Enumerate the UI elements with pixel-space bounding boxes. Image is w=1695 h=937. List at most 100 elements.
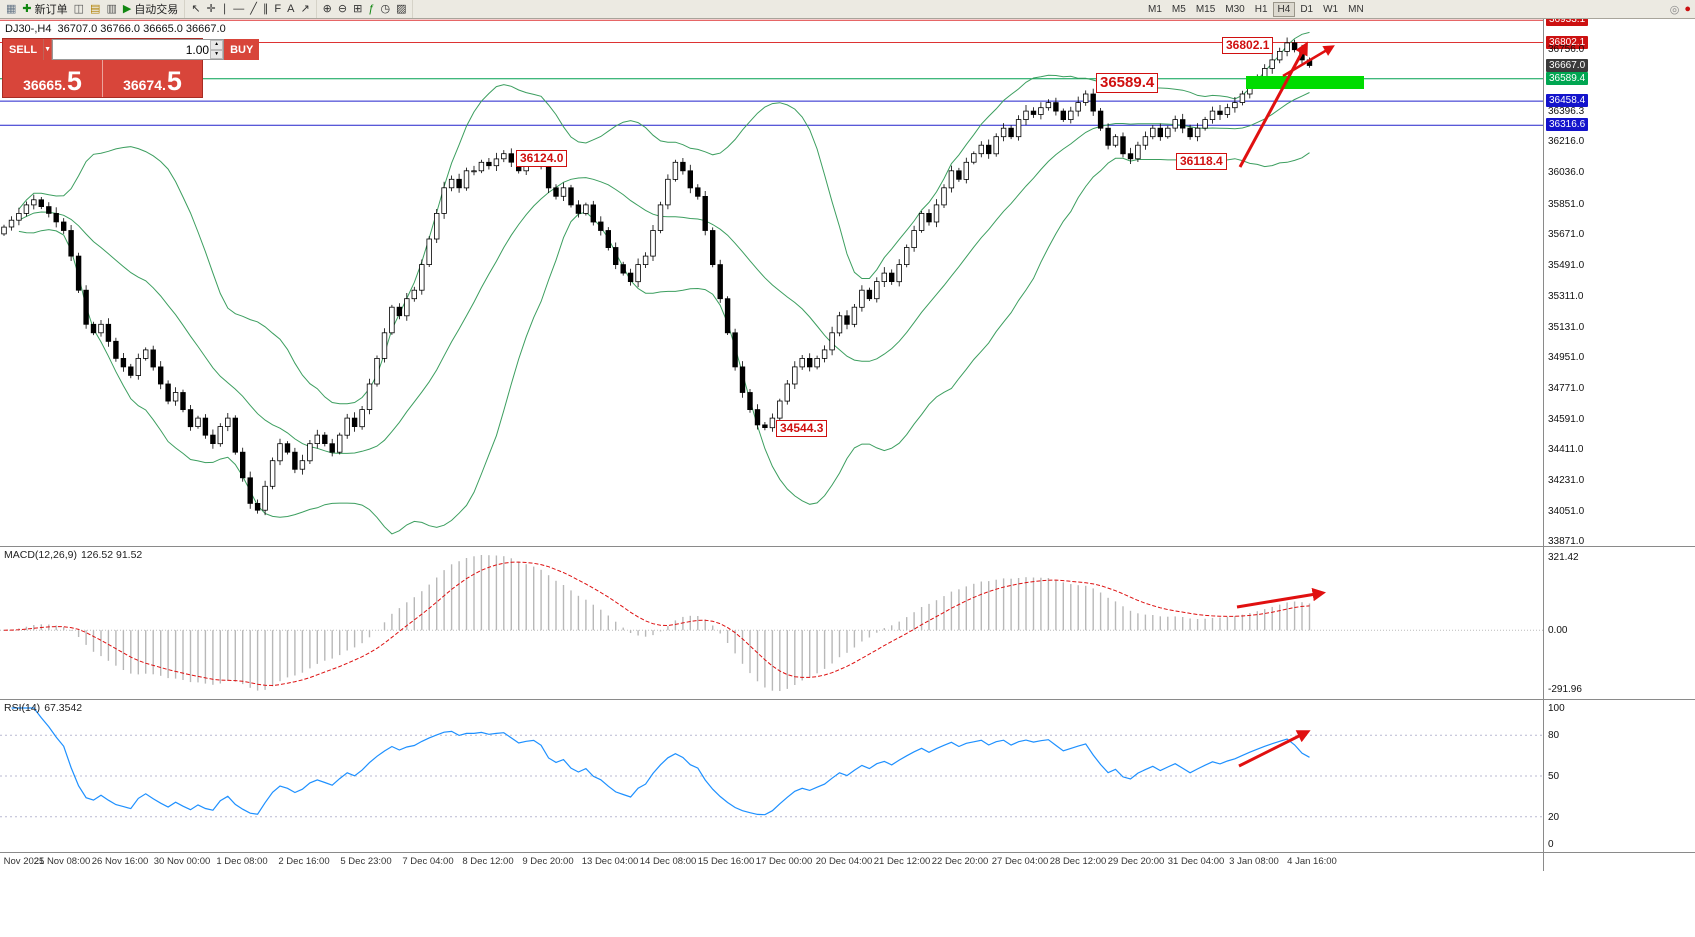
- vertical-line-button[interactable]: ∣: [219, 1, 231, 17]
- cursor-icon: ↖: [191, 2, 201, 15]
- indicators-icon: ƒ: [368, 2, 375, 15]
- timeframe-m15-button[interactable]: M15: [1191, 2, 1220, 17]
- time-axis[interactable]: Nov 2021 25 Nov 08:00 26 Nov 16:00 30 Nov 0…: [0, 853, 1543, 871]
- price-axis-label: 36667.0: [1546, 59, 1589, 72]
- record-icon[interactable]: ●: [1684, 3, 1691, 15]
- candlestick-chart[interactable]: [0, 19, 1543, 546]
- macd-histogram: [10, 555, 1311, 691]
- panel-separator[interactable]: [0, 699, 1695, 700]
- indicators-button[interactable]: ƒ: [365, 1, 377, 17]
- zoom-out-icon: ⊖: [337, 2, 348, 15]
- time-axis-label: 17 Dec 00:00: [755, 856, 813, 867]
- price-axis-label: 34051.0: [1548, 506, 1585, 517]
- vertical-line-icon: ∣: [221, 2, 228, 15]
- arrows-button[interactable]: ↗: [297, 1, 312, 17]
- price-axis-label: 36396.3: [1548, 106, 1585, 117]
- price-annotation[interactable]: 36589.4: [1096, 73, 1159, 93]
- timeframe-w1-button[interactable]: W1: [1318, 2, 1343, 17]
- price-axis-label: 34951.0: [1548, 352, 1585, 363]
- macd-panel[interactable]: MACD(12,26,9) 126.52 91.52: [0, 547, 1543, 699]
- symbol-label: DJ30-,H4: [5, 23, 52, 35]
- time-axis-label: 20 Dec 04:00: [815, 856, 873, 867]
- sell-price-display[interactable]: 36665. 5: [3, 60, 103, 97]
- macd-chart[interactable]: [0, 547, 1543, 699]
- charts-grid-button[interactable]: ◫: [71, 1, 87, 17]
- price-annotation[interactable]: 34544.3: [776, 420, 828, 437]
- timeframe-mn-button[interactable]: MN: [1343, 2, 1369, 17]
- timeframe-m5-button[interactable]: M5: [1167, 2, 1191, 17]
- trend-arrow[interactable]: [1238, 41, 1308, 168]
- rsi-panel[interactable]: RSI(14) 67.3542: [0, 700, 1543, 852]
- search-icon[interactable]: ◎: [1669, 3, 1680, 16]
- autotrading-button[interactable]: ▶ 自动交易: [120, 1, 181, 17]
- volume-decrease-button[interactable]: ▼: [210, 49, 224, 59]
- view-group: ⊕ ⊖ ⊞ ƒ ◷ ▨: [317, 0, 414, 18]
- price-annotation[interactable]: 36118.4: [1176, 153, 1227, 170]
- trendline-icon: ╱: [250, 2, 257, 15]
- timeframe-d1-button[interactable]: D1: [1295, 2, 1318, 17]
- periods-button[interactable]: ◷: [377, 1, 393, 17]
- navigator-icon: ▥: [106, 2, 117, 15]
- templates-button[interactable]: ▨: [393, 1, 409, 17]
- price-axis-label: 35851.0: [1548, 199, 1585, 210]
- order-type-dropdown[interactable]: ▼: [43, 39, 53, 60]
- trend-arrow[interactable]: [1282, 45, 1335, 78]
- macd-arrow[interactable]: [1236, 587, 1326, 609]
- timeframe-h4-button[interactable]: H4: [1272, 1, 1296, 17]
- timeframe-h1-button[interactable]: H1: [1250, 2, 1273, 17]
- chart-window-button[interactable]: ▦: [3, 1, 19, 17]
- fibonacci-icon: F: [274, 2, 282, 15]
- horizontal-line-icon: ―: [233, 2, 245, 15]
- rsi-axis-label: 50: [1548, 771, 1560, 782]
- price-annotation[interactable]: 36124.0: [516, 150, 568, 167]
- price-chart-panel[interactable]: DJ30-,H4 36707.0 36766.0 36665.0 36667.0 …: [0, 19, 1543, 546]
- sell-button[interactable]: SELL: [3, 39, 44, 60]
- price-axis[interactable]: 36933.1 36802.1 36756.0 36667.0 36589.4 36458…: [1544, 13, 1695, 871]
- timeframe-m30-button[interactable]: M30: [1220, 2, 1249, 17]
- trendline-button[interactable]: ╱: [247, 1, 260, 17]
- channel-button[interactable]: ∥: [260, 1, 272, 17]
- volume-field: ▲ ▼: [52, 39, 225, 60]
- time-axis-label: 1 Dec 08:00: [216, 856, 268, 867]
- volume-increase-button[interactable]: ▲: [210, 40, 224, 50]
- trade-widget-prices: 36665. 5 36674. 5: [3, 60, 202, 97]
- horizontal-lines[interactable]: [0, 19, 1543, 126]
- rsi-axis-label: 20: [1548, 812, 1560, 823]
- fibonacci-button[interactable]: F: [271, 1, 284, 17]
- volume-input[interactable]: [53, 40, 211, 59]
- profiles-icon: ▤: [90, 2, 101, 15]
- text-button[interactable]: A: [284, 1, 297, 17]
- new-order-button[interactable]: ✚ 新订单: [19, 1, 70, 17]
- timeframe-m1-button[interactable]: M1: [1143, 2, 1167, 17]
- zoom-in-button[interactable]: ⊕: [320, 1, 335, 17]
- tools-group: ↖ ✛ ∣ ― ╱ ∥ F A ↗: [185, 0, 317, 18]
- horizontal-line-button[interactable]: ―: [230, 1, 247, 17]
- price-int: 36665.: [23, 76, 66, 93]
- cursor-button[interactable]: ↖: [188, 1, 203, 17]
- price-axis-label: 35671.0: [1548, 229, 1585, 240]
- time-axis-label: 8 Dec 12:00: [462, 856, 514, 867]
- profiles-button[interactable]: ▤: [87, 1, 103, 17]
- periods-icon: ◷: [380, 2, 391, 15]
- rsi-axis-label: 0: [1548, 839, 1554, 850]
- panel-separator[interactable]: [0, 546, 1695, 547]
- rsi-chart[interactable]: [0, 700, 1543, 852]
- highlight-box[interactable]: [1246, 76, 1364, 89]
- tile-windows-button[interactable]: ⊞: [350, 1, 365, 17]
- price-annotation[interactable]: 36802.1: [1222, 37, 1274, 54]
- volume-spinner: ▲ ▼: [210, 40, 224, 59]
- navigator-button[interactable]: ▥: [103, 1, 119, 17]
- price-axis-label: 35491.0: [1548, 260, 1585, 271]
- buy-button[interactable]: BUY: [224, 39, 260, 60]
- time-axis-label: 9 Dec 20:00: [522, 856, 574, 867]
- time-axis-label: 3 Jan 08:00: [1229, 856, 1279, 867]
- rsi-arrow[interactable]: [1238, 730, 1311, 768]
- time-axis-label: 31 Dec 04:00: [1167, 856, 1225, 867]
- zoom-out-button[interactable]: ⊖: [335, 1, 350, 17]
- tile-windows-icon: ⊞: [353, 2, 363, 15]
- crosshair-button[interactable]: ✛: [204, 1, 219, 17]
- panel-separator[interactable]: [0, 852, 1695, 853]
- buy-price-display[interactable]: 36674. 5: [103, 60, 202, 97]
- price-axis-label: 35131.0: [1548, 322, 1585, 333]
- price-axis-label: 35311.0: [1548, 291, 1584, 302]
